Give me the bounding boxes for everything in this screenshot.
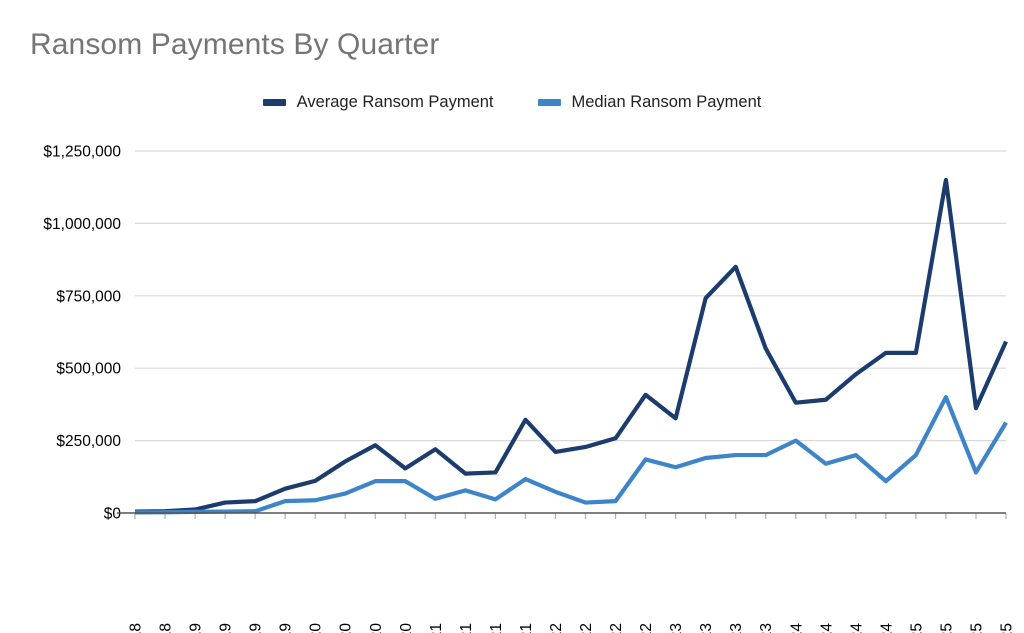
legend-swatch-average	[262, 99, 286, 106]
x-axis-tick-label: Q3 2020	[368, 623, 385, 633]
x-axis-tick-label: Q4 2023	[758, 623, 775, 633]
legend-label-average: Average Ransom Payment	[296, 93, 494, 111]
series-line-average-ransom-payment	[134, 177, 1008, 514]
x-axis-tick-label: Q4 2024	[878, 623, 895, 633]
x-axis-tick-label: Q2 2024	[818, 623, 835, 633]
legend-item-average[interactable]: Average Ransom Payment	[262, 93, 494, 112]
x-axis-tick-labels: Q3 2018 Q4 2018 Q1 2019 Q2 2019 Q3 2019 Q4 20…	[128, 623, 1016, 633]
legend-swatch-median	[537, 99, 561, 106]
x-axis-tick-label: Q2 2022	[578, 623, 595, 633]
x-axis-tick-label: Q3 2018	[128, 623, 145, 633]
x-axis-tick-label: Q1 2021	[428, 623, 445, 633]
x-axis-tick-label: Q2 2019	[218, 623, 235, 633]
x-axis-tick-label: Q4 2020	[398, 623, 415, 633]
x-axis-tick-marks	[134, 513, 1007, 519]
series-line-median-ransom-payment	[134, 395, 1008, 515]
x-axis-tick-label: Q3 2024	[848, 623, 865, 633]
y-axis-tick-label: $1,000,000	[43, 216, 121, 233]
y-axis-tick-label: $0	[104, 506, 122, 523]
x-axis-tick-label: Q2 2020	[338, 623, 355, 633]
y-axis-tick-label: $1,250,000	[43, 144, 121, 161]
x-axis-tick-label: Q2 2021	[458, 623, 475, 633]
x-axis-tick-label: Q4 2021	[518, 623, 535, 633]
x-axis-tick-label: Q1 2019	[188, 623, 205, 633]
x-axis-tick-label: Q1 2024	[788, 623, 805, 633]
chart-legend: Average Ransom Payment Median Ransom Pay…	[0, 93, 1024, 112]
gridlines	[135, 150, 1006, 442]
x-axis-tick-label: Q4 2018	[158, 623, 175, 633]
x-axis-tick-label: Q1 2025	[908, 623, 925, 633]
y-axis-tick-labels: $1,250,000 $1,000,000 $750,000 $500,000 $250…	[43, 144, 121, 523]
chart-title: Ransom Payments By Quarter	[30, 28, 440, 61]
y-axis-tick-label: $250,000	[56, 433, 121, 450]
x-axis-tick-label: Q1 2020	[308, 623, 325, 633]
y-axis-tick-label: $750,000	[56, 288, 121, 305]
x-axis-tick-label: Q2 2025	[938, 623, 955, 633]
x-axis-tick-label: Q1 2022	[548, 623, 565, 633]
data-series	[134, 177, 1008, 515]
legend-label-median: Median Ransom Payment	[571, 93, 762, 111]
y-axis-tick-label: $500,000	[56, 361, 121, 378]
x-axis-tick-label: Q3 2022	[608, 623, 625, 633]
x-axis-tick-label: Q3 2021	[488, 623, 505, 633]
x-axis-tick-label: Q4 2019	[278, 623, 295, 633]
legend-item-median[interactable]: Median Ransom Payment	[537, 93, 762, 112]
x-axis-tick-label: Q2 2023	[698, 623, 715, 633]
x-axis-tick-label: Q3 2025	[968, 623, 985, 633]
x-axis-tick-label: Q4 2022	[638, 623, 655, 633]
x-axis-tick-label: Q4 2025	[999, 623, 1016, 633]
x-axis-tick-label: Q3 2019	[248, 623, 265, 633]
x-axis-tick-label: Q3 2023	[728, 623, 745, 633]
x-axis-tick-label: Q1 2023	[668, 623, 685, 633]
